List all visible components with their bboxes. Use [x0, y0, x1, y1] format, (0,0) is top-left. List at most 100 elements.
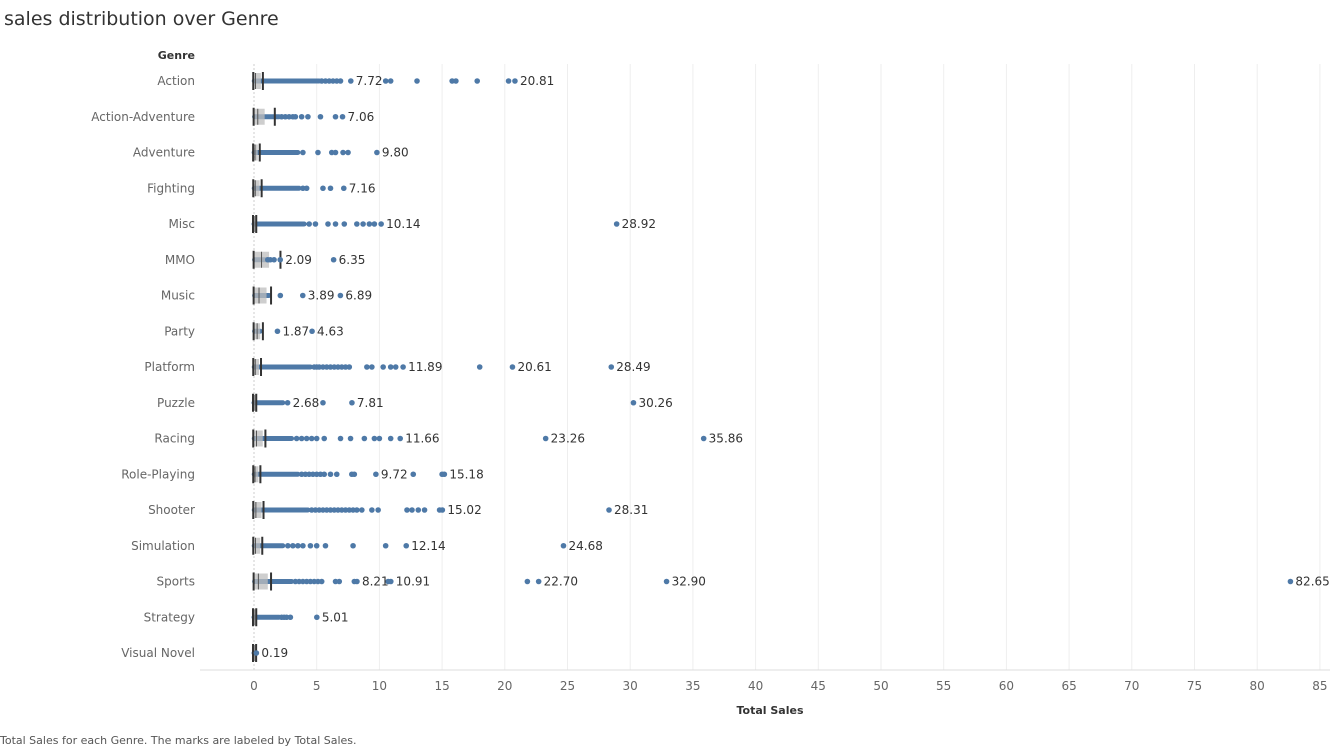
genre-row-fighting: Fighting 7.16: [147, 179, 376, 198]
data-point: [505, 78, 512, 84]
data-label: 2.09: [285, 253, 312, 267]
data-label: 0.19: [261, 646, 288, 660]
data-point: [321, 435, 328, 442]
box: [254, 216, 256, 232]
data-point: [293, 435, 300, 442]
data-point: [410, 471, 417, 478]
category-label: Role-Playing: [121, 467, 195, 481]
data-point: [403, 542, 410, 549]
x-tick-label: 55: [936, 679, 951, 693]
genre-row-strategy: Strategy 5.01: [144, 608, 349, 627]
x-tick-label: 80: [1250, 679, 1265, 693]
x-tick-label: 85: [1312, 679, 1327, 693]
data-point: [253, 650, 260, 656]
data-point: [369, 507, 375, 513]
data-point: [292, 113, 299, 120]
data-point: [277, 292, 284, 299]
data-point: [306, 221, 312, 227]
data-point: [359, 507, 365, 513]
data-point: [333, 471, 340, 478]
data-point: [337, 435, 344, 442]
data-point: [322, 542, 329, 549]
data-point: [387, 78, 394, 84]
data-point: [439, 507, 446, 513]
data-label: 20.81: [520, 74, 554, 88]
x-tick-label: 50: [873, 679, 888, 693]
genre-row-role-playing: Role-Playing 9.72 15.18: [121, 465, 484, 484]
data-point: [309, 328, 315, 335]
genre-row-visual-novel: Visual Novel 0.19: [121, 644, 288, 662]
data-label: 35.86: [709, 432, 743, 446]
category-label: Action-Adventure: [91, 110, 195, 124]
data-point: [369, 364, 375, 370]
category-label: Shooter: [148, 503, 195, 517]
data-point: [453, 78, 459, 84]
data-point: [327, 471, 334, 478]
data-point: [348, 78, 354, 84]
category-label: Strategy: [144, 610, 195, 624]
box: [254, 430, 263, 447]
data-point: [351, 471, 358, 478]
data-point: [337, 292, 344, 299]
data-point: [524, 578, 531, 585]
data-label: 6.35: [339, 253, 366, 267]
data-point: [663, 578, 670, 585]
category-label: Music: [161, 289, 195, 303]
data-point: [295, 542, 301, 549]
data-point: [345, 149, 351, 156]
data-point: [274, 328, 281, 335]
data-point: [340, 149, 346, 156]
category-label: Racing: [154, 432, 195, 446]
data-point: [284, 399, 291, 406]
data-point: [332, 221, 339, 227]
data-point: [476, 364, 483, 370]
box: [254, 609, 256, 626]
data-point: [330, 256, 337, 263]
data-label: 7.06: [348, 110, 375, 124]
data-label: 28.49: [616, 360, 650, 374]
x-tick-label: 70: [1124, 679, 1139, 693]
data-point: [700, 435, 707, 442]
data-point: [630, 399, 637, 406]
chart-rows: Action 7.72 20.81 Action-Adventure 7.06 Adven…: [91, 72, 1330, 662]
x-tick-label: 35: [685, 679, 700, 693]
data-label: 9.72: [381, 467, 408, 481]
data-label: 1.87: [282, 324, 309, 338]
data-label: 7.72: [356, 74, 383, 88]
box: [254, 359, 260, 375]
data-point: [560, 542, 567, 549]
data-point: [378, 221, 384, 227]
category-label: Action: [157, 74, 195, 88]
x-tick-label: 10: [372, 679, 387, 693]
genre-row-platform: Platform 11.89 20.61 28.49: [144, 358, 651, 376]
data-point: [349, 399, 355, 406]
data-label: 82.65: [1295, 575, 1329, 589]
data-label: 4.63: [317, 324, 344, 338]
data-point: [512, 78, 518, 84]
data-label: 7.16: [349, 181, 376, 195]
data-point: [320, 185, 326, 192]
data-point: [542, 435, 549, 442]
data-point: [350, 542, 356, 549]
category-label: Simulation: [131, 539, 195, 553]
box: [254, 108, 265, 125]
data-label: 30.26: [638, 396, 672, 410]
data-label: 23.26: [551, 432, 585, 446]
box: [254, 394, 256, 411]
data-point: [320, 399, 326, 406]
data-label: 11.66: [405, 432, 439, 446]
data-point: [339, 113, 346, 120]
data-label: 24.68: [568, 539, 602, 553]
box: [254, 502, 262, 518]
box: [254, 573, 268, 590]
data-point: [404, 507, 410, 513]
data-label: 9.80: [382, 146, 409, 160]
data-point: [314, 614, 320, 621]
data-label: 20.61: [517, 360, 551, 374]
data-point: [298, 113, 305, 120]
data-point: [346, 364, 353, 370]
data-label: 7.81: [357, 396, 384, 410]
chart-caption: Total Sales for each Genre. The marks ar…: [0, 734, 357, 747]
x-tick-label: 15: [434, 679, 449, 693]
data-point: [332, 113, 339, 120]
